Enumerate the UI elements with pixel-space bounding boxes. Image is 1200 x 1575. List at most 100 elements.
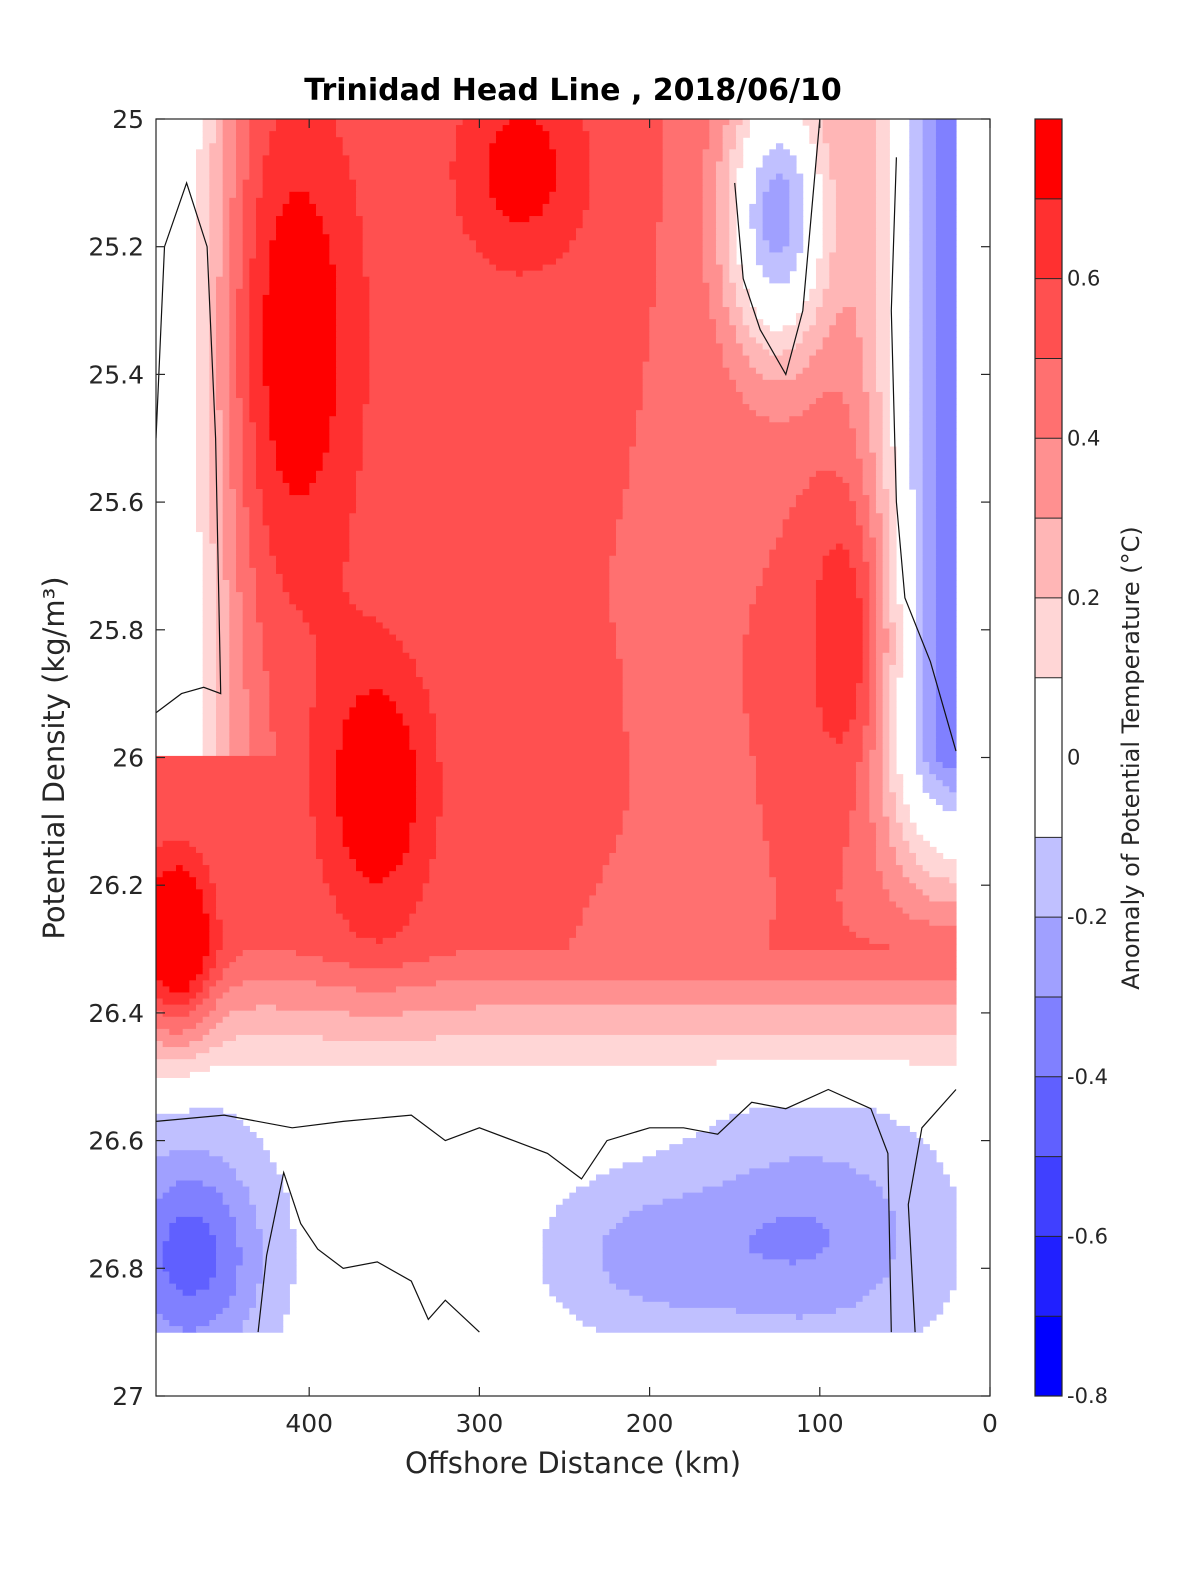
contour-cell bbox=[935, 658, 957, 666]
contour-cell bbox=[875, 725, 884, 733]
contour-cell bbox=[275, 458, 324, 466]
contour-cell bbox=[635, 422, 850, 429]
contour-cell bbox=[889, 664, 904, 672]
contour-cell bbox=[589, 149, 664, 156]
contour-cell bbox=[875, 343, 890, 351]
contour-cell bbox=[229, 713, 250, 721]
contour-cell bbox=[835, 240, 877, 247]
contour-cell bbox=[922, 119, 937, 126]
contour-cell bbox=[435, 731, 630, 739]
contour-cell bbox=[156, 1016, 204, 1024]
contour-cell bbox=[615, 525, 784, 533]
contour-cell bbox=[229, 707, 250, 715]
contour-cell bbox=[395, 701, 430, 708]
contour-cell bbox=[156, 1210, 230, 1218]
contour-cell bbox=[842, 871, 884, 878]
contour-cell bbox=[742, 343, 764, 351]
contour-cell bbox=[909, 373, 924, 381]
contour-cell bbox=[815, 640, 864, 648]
contour-cell bbox=[362, 416, 637, 423]
contour-cell bbox=[229, 216, 244, 223]
contour-cell bbox=[315, 822, 344, 830]
contour-cell bbox=[156, 1320, 170, 1327]
contour-cell bbox=[175, 1180, 204, 1188]
contour-cell bbox=[909, 343, 924, 351]
contour-cell bbox=[869, 664, 877, 672]
contour-cell bbox=[362, 270, 517, 278]
contour-cell bbox=[229, 1210, 257, 1218]
contour-cell bbox=[849, 404, 870, 411]
contour-cell bbox=[829, 549, 850, 557]
contour-cell bbox=[269, 537, 350, 545]
contour-cell bbox=[262, 367, 337, 375]
contour-cell bbox=[722, 276, 730, 284]
contour-cell bbox=[322, 871, 364, 878]
contour-cell bbox=[755, 167, 797, 175]
contour-cell bbox=[882, 404, 890, 411]
contour-cell bbox=[335, 780, 417, 787]
contour-cell bbox=[415, 810, 444, 818]
contour-cell bbox=[749, 719, 824, 727]
contour-cell bbox=[875, 628, 890, 636]
contour-cell bbox=[315, 834, 344, 842]
contour-cell bbox=[202, 895, 217, 903]
contour-cell bbox=[935, 355, 957, 363]
contour-cell bbox=[335, 349, 370, 357]
contour-cell bbox=[462, 216, 510, 223]
contour-cell bbox=[742, 313, 757, 320]
contour-cell bbox=[162, 1010, 190, 1018]
contour-cell bbox=[215, 980, 244, 988]
contour-cell bbox=[922, 628, 937, 636]
contour-cell bbox=[722, 300, 737, 308]
y-axis-label: Potential Density (kg/m³) bbox=[37, 576, 71, 939]
contour-cell bbox=[922, 319, 937, 326]
contour-cell bbox=[209, 1283, 237, 1291]
contour-cell bbox=[769, 185, 790, 193]
contour-cell bbox=[269, 276, 337, 284]
contour-cell bbox=[862, 464, 877, 472]
contour-cell bbox=[309, 197, 357, 205]
contour-cell bbox=[235, 300, 250, 308]
contour-cell bbox=[195, 440, 210, 448]
contour-cell bbox=[229, 476, 244, 484]
contour-cell bbox=[242, 640, 264, 648]
contour-cell bbox=[882, 555, 890, 563]
contour-cell bbox=[229, 962, 350, 969]
contour-cell bbox=[335, 331, 370, 338]
contour-cell bbox=[409, 913, 584, 921]
contour-cell bbox=[742, 307, 757, 314]
contour-cell bbox=[609, 1271, 890, 1279]
contour-cell bbox=[195, 209, 210, 217]
contour-cell bbox=[882, 1186, 957, 1194]
contour-cell bbox=[862, 628, 870, 636]
contour-cell bbox=[309, 719, 344, 727]
contour-cell bbox=[475, 240, 570, 247]
contour-cell bbox=[642, 1156, 790, 1163]
contour-cell bbox=[349, 919, 410, 927]
contour-cell bbox=[815, 349, 864, 357]
contour-cell bbox=[762, 197, 790, 205]
contour-cell bbox=[202, 852, 317, 860]
contour-cell bbox=[156, 798, 310, 806]
contour-cell bbox=[915, 507, 924, 514]
contour-cell bbox=[269, 416, 330, 423]
contour-cell bbox=[662, 173, 704, 181]
contour-cell bbox=[882, 573, 890, 581]
contour-cell bbox=[935, 525, 957, 533]
contour-cell bbox=[709, 313, 730, 320]
contour-cell bbox=[882, 458, 897, 466]
contour-cell bbox=[909, 446, 924, 454]
contour-cell bbox=[255, 203, 284, 211]
contour-cell bbox=[922, 707, 937, 715]
contour-cell bbox=[162, 998, 190, 1006]
contour-cell bbox=[869, 610, 877, 617]
contour-cell bbox=[229, 434, 244, 442]
contour-cell bbox=[302, 616, 377, 624]
contour-cell bbox=[215, 1022, 957, 1030]
contour-cell bbox=[195, 294, 210, 302]
contour-cell bbox=[369, 391, 644, 399]
contour-cell bbox=[249, 373, 264, 381]
contour-cell bbox=[369, 379, 644, 387]
contour-cell bbox=[915, 543, 924, 551]
